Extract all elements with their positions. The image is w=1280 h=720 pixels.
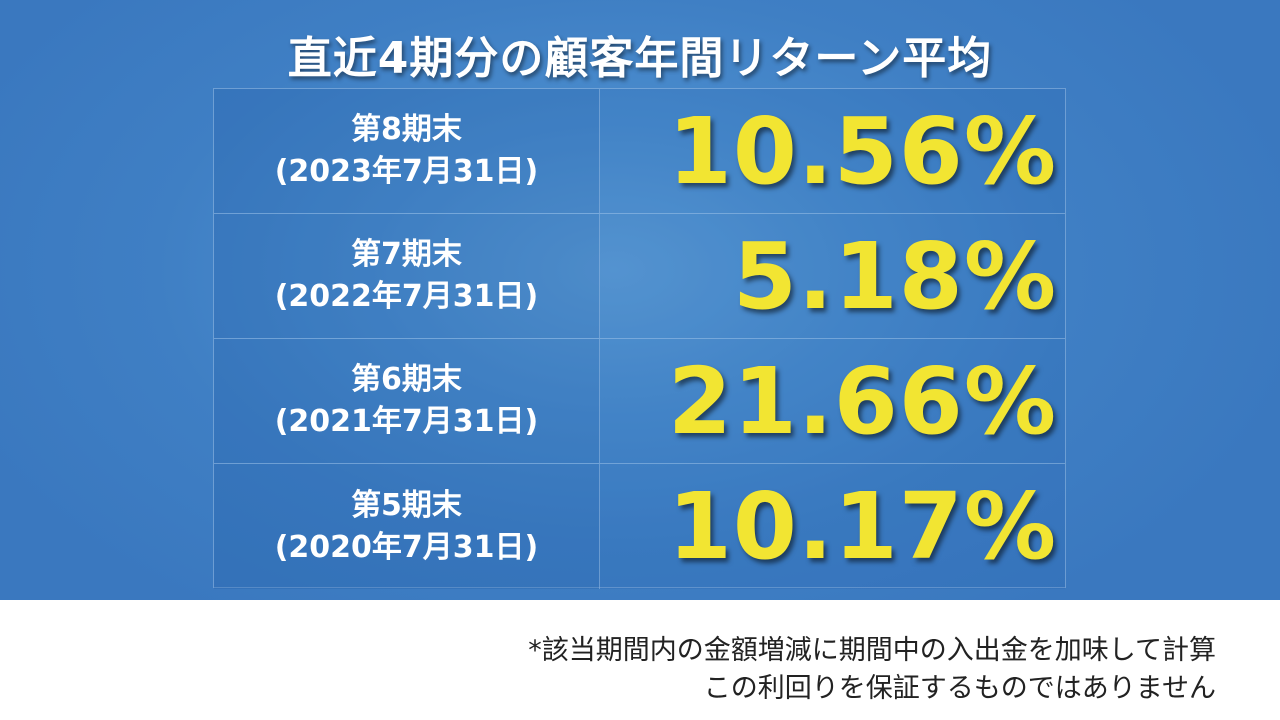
footnote-line: *該当期間内の金額増減に期間中の入出金を加味して計算 xyxy=(528,635,1216,666)
table-row: 第7期末 (2022年7月31日) 5.18% xyxy=(214,214,1065,339)
period-name: 第5期末 xyxy=(351,487,462,523)
period-date: (2021年7月31日) xyxy=(274,404,539,439)
footnote: *該当期間内の金額増減に期間中の入出金を加味して計算 この利回りを保証するもので… xyxy=(528,632,1216,708)
period-date: (2023年7月31日) xyxy=(274,154,539,189)
table-row: 第6期末 (2021年7月31日) 21.66% xyxy=(214,339,1065,464)
period-label-cell: 第8期末 (2023年7月31日) xyxy=(214,89,600,213)
slide-title: 直近4期分の顧客年間リターン平均 xyxy=(287,33,993,84)
return-value-cell: 10.17% xyxy=(600,464,1065,589)
period-name: 第8期末 xyxy=(351,112,462,147)
footnote-line: この利回りを保証するものではありません xyxy=(703,673,1216,704)
period-name: 第6期末 xyxy=(351,362,462,397)
blue-panel: 直近4期分の顧客年間リターン平均 第8期末 (2023年7月31日) 10.56… xyxy=(0,0,1280,600)
return-value-cell: 21.66% xyxy=(600,339,1065,463)
period-date: (2022年7月31日) xyxy=(274,279,539,314)
return-value-cell: 10.56% xyxy=(600,89,1065,213)
return-value: 10.56% xyxy=(667,97,1057,205)
return-value: 21.66% xyxy=(667,347,1057,455)
period-name: 第7期末 xyxy=(351,237,462,272)
period-date: (2020年7月31日) xyxy=(274,529,539,565)
period-label-cell: 第5期末 (2020年7月31日) xyxy=(214,464,600,589)
period-label-cell: 第6期末 (2021年7月31日) xyxy=(214,339,600,463)
table-row: 第8期末 (2023年7月31日) 10.56% xyxy=(214,89,1065,214)
return-value: 10.17% xyxy=(667,473,1057,580)
returns-table: 第8期末 (2023年7月31日) 10.56% 第7期末 (2022年7月31… xyxy=(213,88,1066,589)
return-value: 5.18% xyxy=(732,222,1057,330)
table-row: 第5期末 (2020年7月31日) 10.17% xyxy=(214,464,1065,589)
return-value-cell: 5.18% xyxy=(600,214,1065,338)
period-label-cell: 第7期末 (2022年7月31日) xyxy=(214,214,600,338)
